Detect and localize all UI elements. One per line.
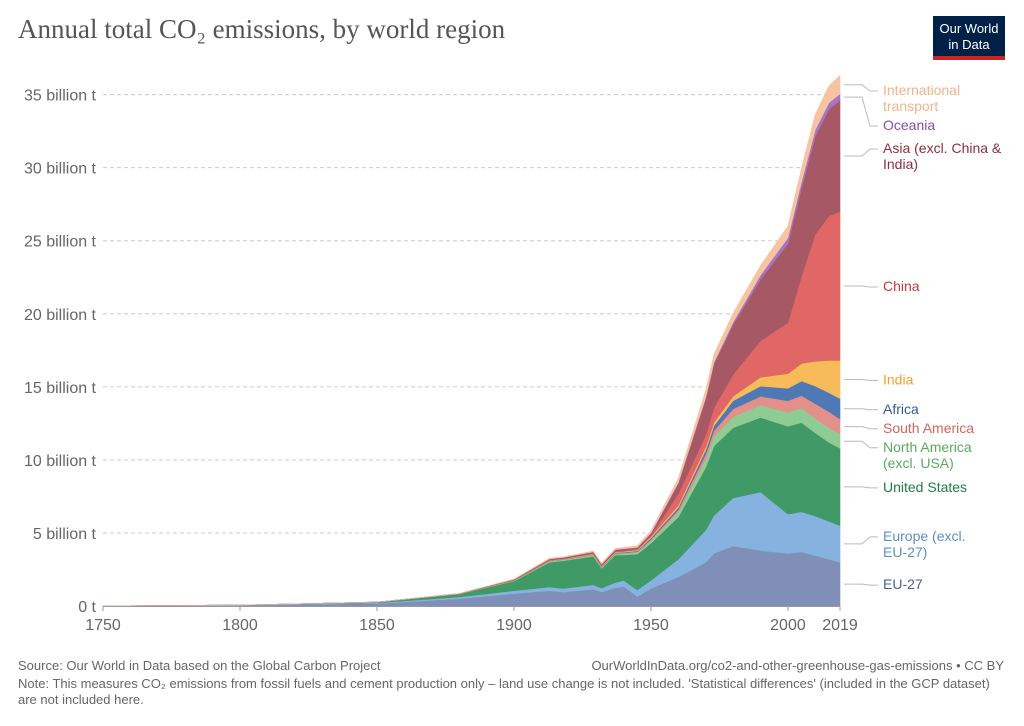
y-tick-label: 20 billion t: [24, 307, 97, 324]
x-tick-label: 1900: [496, 617, 532, 634]
label-connector: [844, 440, 878, 449]
series-label-south-america: South America: [883, 420, 974, 436]
label-connector: [844, 583, 878, 586]
label-connector: [844, 148, 878, 157]
label-connector: [844, 408, 878, 411]
x-tick-label: 1850: [359, 617, 395, 634]
series-label-united-states: United States: [883, 479, 967, 495]
area-international-transport: [102, 74, 841, 607]
series-label-asia-excl-china-india: India): [883, 156, 918, 172]
series-label-north-america-excl-usa: North America: [883, 439, 972, 455]
logo-line-2: in Data: [948, 37, 990, 52]
series-label-oceania: Oceania: [883, 117, 935, 133]
label-connector: [844, 536, 878, 545]
logo-line-1: Our World: [939, 21, 999, 36]
x-tick-label: 1800: [222, 617, 258, 634]
y-tick-label: 5 billion t: [33, 526, 97, 543]
label-connector: [844, 426, 878, 430]
series-label-africa: Africa: [883, 401, 919, 417]
y-tick-label: 35 billion t: [24, 88, 97, 105]
series-label-eu-27: EU-27: [883, 576, 923, 592]
source-url[interactable]: OurWorldInData.org/co2-and-other-greenho…: [591, 658, 1004, 673]
stacked-area-chart: 0 t 5 billion t 10 billion t 15 billion t 20…: [24, 74, 1002, 634]
x-tick-label: 2019: [822, 617, 858, 634]
label-connector: [844, 285, 878, 288]
y-tick-label: 0 t: [78, 599, 96, 616]
series-label-asia-excl-china-india: Asia (excl. China &: [883, 140, 1002, 156]
series-label-europe-excl-eu-27: EU-27): [883, 544, 927, 560]
series-label-europe-excl-eu-27: Europe (excl.: [883, 528, 965, 544]
label-connector: [844, 84, 878, 92]
series-label-north-america-excl-usa: (excl. USA): [883, 455, 954, 471]
series-label-india: India: [883, 372, 914, 388]
y-tick-label: 15 billion t: [24, 380, 97, 397]
label-connector: [844, 96, 878, 127]
x-tick-label: 2000: [770, 617, 806, 634]
series-label-international-transport: International: [883, 82, 960, 98]
x-tick-label: 1950: [633, 617, 669, 634]
x-tick-label: 1750: [85, 617, 121, 634]
series-label-china: China: [883, 278, 920, 294]
label-connector: [844, 379, 878, 382]
footnote: Note: This measures CO₂ emissions from f…: [18, 676, 990, 707]
label-connector: [844, 486, 878, 489]
chart-title: Annual total CO₂ emissions, by world reg…: [18, 14, 506, 44]
owid-logo[interactable]: Our World in Data: [933, 16, 1005, 60]
y-tick-label: 25 billion t: [24, 234, 97, 251]
y-tick-label: 30 billion t: [24, 161, 97, 178]
y-tick-label: 10 billion t: [24, 453, 97, 470]
series-label-international-transport: transport: [883, 98, 938, 114]
source-note: Source: Our World in Data based on the G…: [18, 658, 381, 673]
